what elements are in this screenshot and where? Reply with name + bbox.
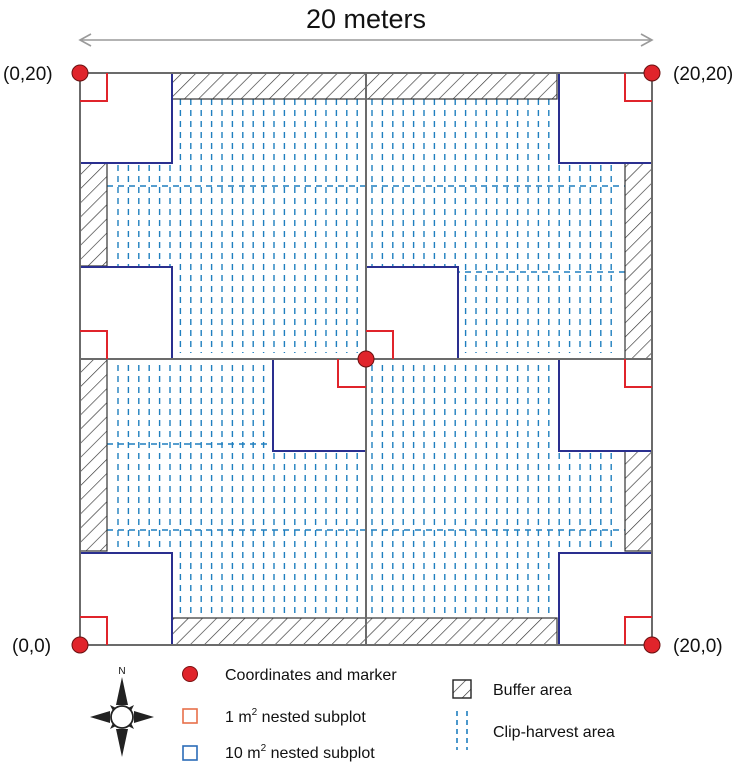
subplot-10m (558, 552, 652, 645)
nested-subplots-10m (79, 72, 653, 646)
subplot-10m-edge (80, 73, 173, 164)
subplot-1m (624, 73, 652, 102)
legend-1m-rest: nested subplot (257, 709, 366, 726)
compass-north-label: N (118, 666, 125, 677)
subplot-10m-edge (272, 359, 366, 452)
legend-marker-label: Coordinates and marker (225, 667, 397, 684)
subplot-10m-fill (80, 553, 172, 645)
buffer-strip-right-upper (624, 162, 653, 360)
legend-buffer-label: Buffer area (493, 682, 572, 699)
subplot-10m-edge (366, 266, 459, 359)
marker-point (71, 64, 89, 82)
buffer-strip-right-lower (624, 450, 653, 552)
subplot-10m-fill (80, 267, 172, 359)
legend-1m-symbol (182, 708, 198, 724)
subplot-10m-edge (558, 359, 652, 452)
corner-label-bottom-right: (20,0) (673, 636, 723, 657)
subplot-10m-edge (558, 73, 652, 164)
corner-label-bottom-left: (0,0) (12, 636, 51, 657)
corner-label-top-left: (0,20) (3, 64, 53, 85)
subplot-1m (80, 73, 108, 102)
legend-1m-value: 1 m (225, 709, 252, 726)
dimension-title: 20 meters (306, 4, 426, 34)
subplot-1m (80, 616, 108, 645)
corner-label-top-right: (20,20) (673, 64, 733, 85)
subplot-10m (80, 552, 173, 645)
marker-point (643, 636, 661, 654)
marker-point (357, 350, 375, 368)
dimension-arrow (78, 33, 654, 47)
compass-rose-icon: N (90, 666, 154, 757)
legend-10m-symbol (182, 745, 198, 761)
subplot-10m-edge (80, 266, 173, 359)
buffer-strip-left-upper (79, 162, 108, 267)
legend-clip-symbol (456, 711, 468, 750)
subplot-10m-fill (366, 267, 458, 359)
marker-point (71, 636, 89, 654)
buffer-strip-left-lower (79, 358, 108, 552)
legend-10m-value: 10 m (225, 745, 261, 762)
subplot-10m (558, 73, 652, 164)
subplot-10m-fill (273, 359, 366, 451)
nested-subplots-1m (80, 73, 652, 645)
legend-10m-exp: 2 (261, 743, 267, 754)
subplot-1m (624, 616, 652, 645)
subplot-10m-fill (80, 73, 172, 163)
marker-point (643, 64, 661, 82)
subplot-1m (366, 330, 394, 359)
legend-10m-rest: nested subplot (266, 745, 375, 762)
subplot-10m (80, 73, 173, 164)
subplot-1m (624, 359, 652, 388)
subplot-10m (272, 359, 366, 452)
legend: Coordinates and marker 1 m2 nested subpl… (182, 666, 615, 762)
subplot-10m-edge (80, 552, 173, 645)
subplot-10m-fill (559, 553, 652, 645)
subplot-10m-fill (559, 73, 652, 163)
legend-clip-label: Clip-harvest area (493, 724, 615, 741)
buffer-area (79, 72, 653, 646)
buffer-strip-top (171, 72, 558, 100)
subplot-1m (337, 359, 366, 388)
legend-1m-label: 1 m2 nested subplot (225, 707, 366, 726)
subplot-1m (80, 330, 108, 359)
subplot-10m-fill (559, 359, 652, 451)
subplot-10m (80, 266, 173, 359)
legend-1m-exp: 2 (252, 707, 258, 718)
subplot-10m (366, 266, 459, 359)
legend-10m-label: 10 m2 nested subplot (225, 743, 375, 762)
coordinate-markers (71, 64, 661, 654)
subplot-10m (558, 359, 652, 452)
legend-buffer-symbol (452, 679, 472, 699)
subplot-10m-edge (558, 552, 652, 645)
legend-marker-symbol (182, 666, 198, 682)
buffer-strip-bottom (171, 617, 558, 646)
